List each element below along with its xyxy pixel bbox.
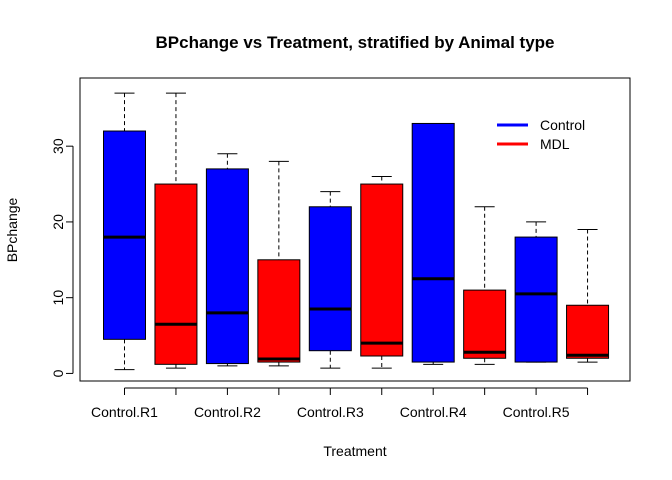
iqr-box [257,259,301,363]
iqr-box [411,122,455,363]
y-axis-label: BPchange [4,197,20,262]
box-mdl-control-r3 [360,175,404,369]
x-tick-label: Control.R2 [194,404,261,420]
iqr-box [154,183,198,365]
box-control-control-r4 [411,122,455,365]
box-control-control-r2 [205,153,249,367]
x-axis-label: Treatment [323,443,386,459]
boxes-layer [103,92,610,371]
legend-label: Control [540,117,585,133]
legend-label: MDL [540,136,570,152]
legend-item-mdl: MDL [497,136,570,152]
box-control-control-r5 [514,221,558,363]
box-mdl-control-r4 [463,206,507,365]
y-tick-label: 10 [50,290,66,306]
box-mdl-control-r2 [257,160,301,367]
y-tick-label: 30 [50,138,66,154]
x-tick-label: Control.R4 [400,404,467,420]
iqr-box [514,236,558,363]
box-mdl-control-r5 [566,229,610,363]
y-axis: 0 10 20 30 [50,138,74,377]
box-control-control-r3 [308,191,352,369]
iqr-box [360,183,404,357]
iqr-box [205,168,249,365]
box-control-control-r1 [103,92,146,371]
iqr-box [566,304,610,359]
iqr-box [463,289,507,359]
box-mdl-control-r1 [154,92,198,369]
plot-area-border [79,77,631,382]
iqr-box [103,130,146,340]
legend-item-control: Control [497,117,585,133]
y-tick-label: 0 [50,369,66,377]
y-tick-label: 20 [50,214,66,230]
x-tick-label: Control.R1 [91,404,158,420]
iqr-box [308,206,352,352]
chart-title: BPchange vs Treatment, stratified by Ani… [156,33,555,52]
x-tick-label: Control.R5 [503,404,570,420]
x-axis: Control.R1 Control.R2 Control.R3 Control.R4… [91,387,589,420]
legend: Control MDL [497,117,585,152]
x-tick-label: Control.R3 [297,404,364,420]
